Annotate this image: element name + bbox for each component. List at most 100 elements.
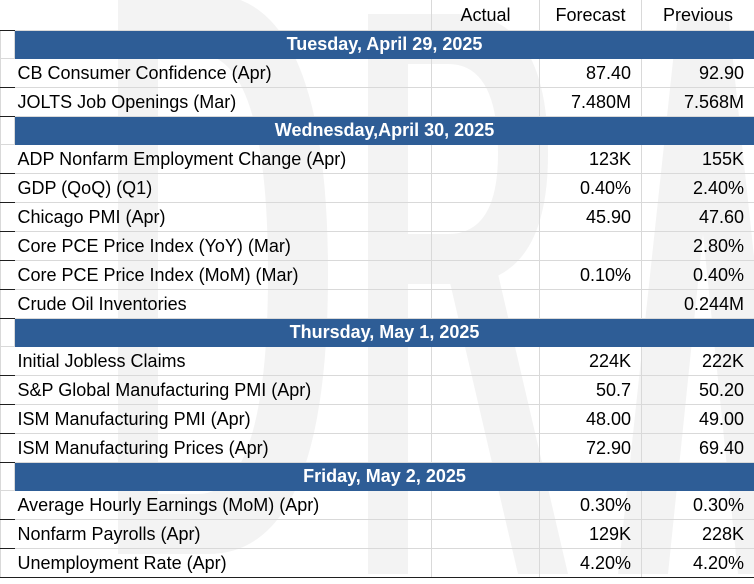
forecast-value: 87.40 bbox=[539, 58, 642, 88]
indicator-name: Chicago PMI (Apr) bbox=[14, 202, 432, 232]
table-row: ISM Manufacturing Prices (Apr) 72.90 69.40 bbox=[0, 433, 754, 463]
table-row: Unemployment Rate (Apr) 4.20% 4.20% bbox=[0, 548, 754, 578]
previous-value: 228K bbox=[641, 519, 754, 549]
previous-value: 4.20% bbox=[641, 548, 754, 578]
previous-value: 0.30% bbox=[641, 490, 754, 520]
column-header-row: Actual Forecast Previous bbox=[0, 0, 754, 31]
blank-cell bbox=[0, 289, 15, 319]
table-row: JOLTS Job Openings (Mar) 7.480M 7.568M bbox=[0, 87, 754, 117]
table-row: Initial Jobless Claims 224K 222K bbox=[0, 346, 754, 376]
header-actual: Actual bbox=[431, 0, 540, 31]
previous-value: 49.00 bbox=[641, 404, 754, 434]
actual-value bbox=[431, 144, 540, 174]
blank-cell bbox=[0, 87, 15, 117]
blank-cell bbox=[0, 433, 15, 463]
actual-value bbox=[431, 58, 540, 88]
forecast-value: 45.90 bbox=[539, 202, 642, 232]
blank-cell bbox=[0, 404, 15, 434]
blank-cell bbox=[0, 116, 15, 145]
day-title: Friday, May 2, 2025 bbox=[14, 462, 754, 491]
indicator-name: Core PCE Price Index (YoY) (Mar) bbox=[14, 231, 432, 261]
forecast-value: 0.10% bbox=[539, 260, 642, 290]
indicator-name: Unemployment Rate (Apr) bbox=[14, 548, 432, 578]
indicator-name: GDP (QoQ) (Q1) bbox=[14, 173, 432, 203]
forecast-value: 72.90 bbox=[539, 433, 642, 463]
forecast-value bbox=[539, 289, 642, 319]
previous-value: 0.40% bbox=[641, 260, 754, 290]
table-row: CB Consumer Confidence (Apr) 87.40 92.90 bbox=[0, 58, 754, 88]
table-row: Chicago PMI (Apr) 45.90 47.60 bbox=[0, 202, 754, 232]
indicator-name: S&P Global Manufacturing PMI (Apr) bbox=[14, 375, 432, 405]
actual-value bbox=[431, 375, 540, 405]
previous-value: 0.244M bbox=[641, 289, 754, 319]
actual-value bbox=[431, 231, 540, 261]
blank-cell bbox=[0, 462, 15, 491]
blank-cell bbox=[0, 144, 15, 174]
blank-cell bbox=[0, 58, 15, 88]
header-previous: Previous bbox=[641, 0, 754, 31]
actual-value bbox=[431, 202, 540, 232]
indicator-name: Crude Oil Inventories bbox=[14, 289, 432, 319]
blank-cell bbox=[0, 173, 15, 203]
indicator-name: CB Consumer Confidence (Apr) bbox=[14, 58, 432, 88]
blank-cell bbox=[0, 548, 15, 578]
previous-value: 2.80% bbox=[641, 231, 754, 261]
table-row: GDP (QoQ) (Q1) 0.40% 2.40% bbox=[0, 173, 754, 203]
blank-cell bbox=[0, 231, 15, 261]
actual-value bbox=[431, 519, 540, 549]
table-row: ISM Manufacturing PMI (Apr) 48.00 49.00 bbox=[0, 404, 754, 434]
forecast-value: 4.20% bbox=[539, 548, 642, 578]
forecast-value bbox=[539, 231, 642, 261]
day-title: Tuesday, April 29, 2025 bbox=[14, 30, 754, 59]
indicator-name: JOLTS Job Openings (Mar) bbox=[14, 87, 432, 117]
indicator-name: Nonfarm Payrolls (Apr) bbox=[14, 519, 432, 549]
day-title: Thursday, May 1, 2025 bbox=[14, 318, 754, 347]
table-row: Core PCE Price Index (MoM) (Mar) 0.10% 0.4… bbox=[0, 260, 754, 290]
actual-value bbox=[431, 548, 540, 578]
indicator-name: Initial Jobless Claims bbox=[14, 346, 432, 376]
actual-value bbox=[431, 173, 540, 203]
actual-value bbox=[431, 87, 540, 117]
day-header-row: Wednesday,April 30, 2025 bbox=[0, 116, 754, 145]
blank-cell bbox=[0, 519, 15, 549]
table-row: Crude Oil Inventories 0.244M bbox=[0, 289, 754, 319]
actual-value bbox=[431, 404, 540, 434]
indicator-name: Average Hourly Earnings (MoM) (Apr) bbox=[14, 490, 432, 520]
table-row: ADP Nonfarm Employment Change (Apr) 123K 1… bbox=[0, 144, 754, 174]
forecast-value: 224K bbox=[539, 346, 642, 376]
previous-value: 155K bbox=[641, 144, 754, 174]
blank-cell bbox=[0, 490, 15, 520]
previous-value: 69.40 bbox=[641, 433, 754, 463]
day-title: Wednesday,April 30, 2025 bbox=[14, 116, 754, 145]
indicator-name: ISM Manufacturing PMI (Apr) bbox=[14, 404, 432, 434]
actual-value bbox=[431, 289, 540, 319]
forecast-value: 123K bbox=[539, 144, 642, 174]
previous-value: 47.60 bbox=[641, 202, 754, 232]
blank-cell bbox=[0, 30, 15, 59]
actual-value bbox=[431, 490, 540, 520]
actual-value bbox=[431, 433, 540, 463]
previous-value: 50.20 bbox=[641, 375, 754, 405]
blank-cell bbox=[0, 0, 15, 31]
day-header-row: Thursday, May 1, 2025 bbox=[0, 318, 754, 347]
blank-cell bbox=[0, 318, 15, 347]
table-row: Core PCE Price Index (YoY) (Mar) 2.80% bbox=[0, 231, 754, 261]
actual-value bbox=[431, 260, 540, 290]
forecast-value: 129K bbox=[539, 519, 642, 549]
header-forecast: Forecast bbox=[539, 0, 642, 31]
table-row: S&P Global Manufacturing PMI (Apr) 50.7 50… bbox=[0, 375, 754, 405]
blank-cell bbox=[0, 346, 15, 376]
indicator-name: ISM Manufacturing Prices (Apr) bbox=[14, 433, 432, 463]
day-header-row: Tuesday, April 29, 2025 bbox=[0, 30, 754, 59]
blank-cell bbox=[0, 202, 15, 232]
blank-cell bbox=[0, 260, 15, 290]
forecast-value: 7.480M bbox=[539, 87, 642, 117]
forecast-value: 50.7 bbox=[539, 375, 642, 405]
table-row: Nonfarm Payrolls (Apr) 129K 228K bbox=[0, 519, 754, 549]
forecast-value: 0.30% bbox=[539, 490, 642, 520]
previous-value: 2.40% bbox=[641, 173, 754, 203]
indicator-name: ADP Nonfarm Employment Change (Apr) bbox=[14, 144, 432, 174]
forecast-value: 0.40% bbox=[539, 173, 642, 203]
previous-value: 222K bbox=[641, 346, 754, 376]
